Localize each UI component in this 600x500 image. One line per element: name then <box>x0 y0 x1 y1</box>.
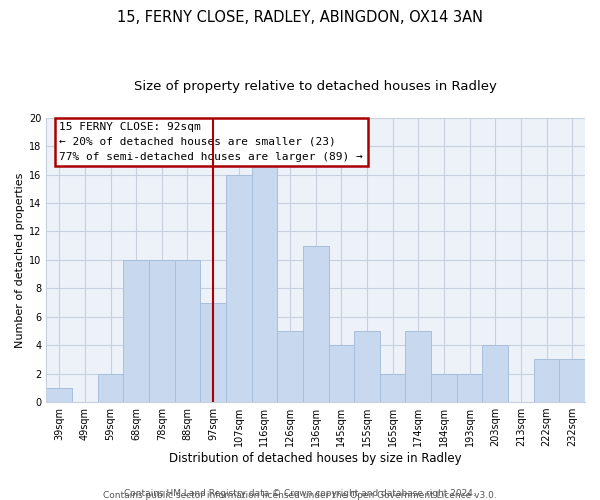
Bar <box>46 388 72 402</box>
Bar <box>431 374 457 402</box>
Title: Size of property relative to detached houses in Radley: Size of property relative to detached ho… <box>134 80 497 93</box>
Bar <box>534 360 559 402</box>
Bar <box>482 345 508 402</box>
Bar <box>149 260 175 402</box>
Bar <box>251 160 277 402</box>
Bar <box>457 374 482 402</box>
Text: 15 FERNY CLOSE: 92sqm
← 20% of detached houses are smaller (23)
77% of semi-deta: 15 FERNY CLOSE: 92sqm ← 20% of detached … <box>59 122 363 162</box>
Bar <box>175 260 200 402</box>
Bar <box>124 260 149 402</box>
X-axis label: Distribution of detached houses by size in Radley: Distribution of detached houses by size … <box>169 452 462 465</box>
Bar <box>559 360 585 402</box>
Y-axis label: Number of detached properties: Number of detached properties <box>15 172 25 348</box>
Text: Contains HM Land Registry data © Crown copyright and database right 2024.: Contains HM Land Registry data © Crown c… <box>124 488 476 498</box>
Bar <box>380 374 406 402</box>
Bar <box>98 374 124 402</box>
Bar <box>329 345 354 402</box>
Bar <box>354 331 380 402</box>
Bar <box>200 302 226 402</box>
Bar <box>226 174 251 402</box>
Bar <box>277 331 303 402</box>
Bar <box>303 246 329 402</box>
Text: 15, FERNY CLOSE, RADLEY, ABINGDON, OX14 3AN: 15, FERNY CLOSE, RADLEY, ABINGDON, OX14 … <box>117 10 483 25</box>
Bar <box>406 331 431 402</box>
Text: Contains public sector information licensed under the Open Government Licence v3: Contains public sector information licen… <box>103 491 497 500</box>
